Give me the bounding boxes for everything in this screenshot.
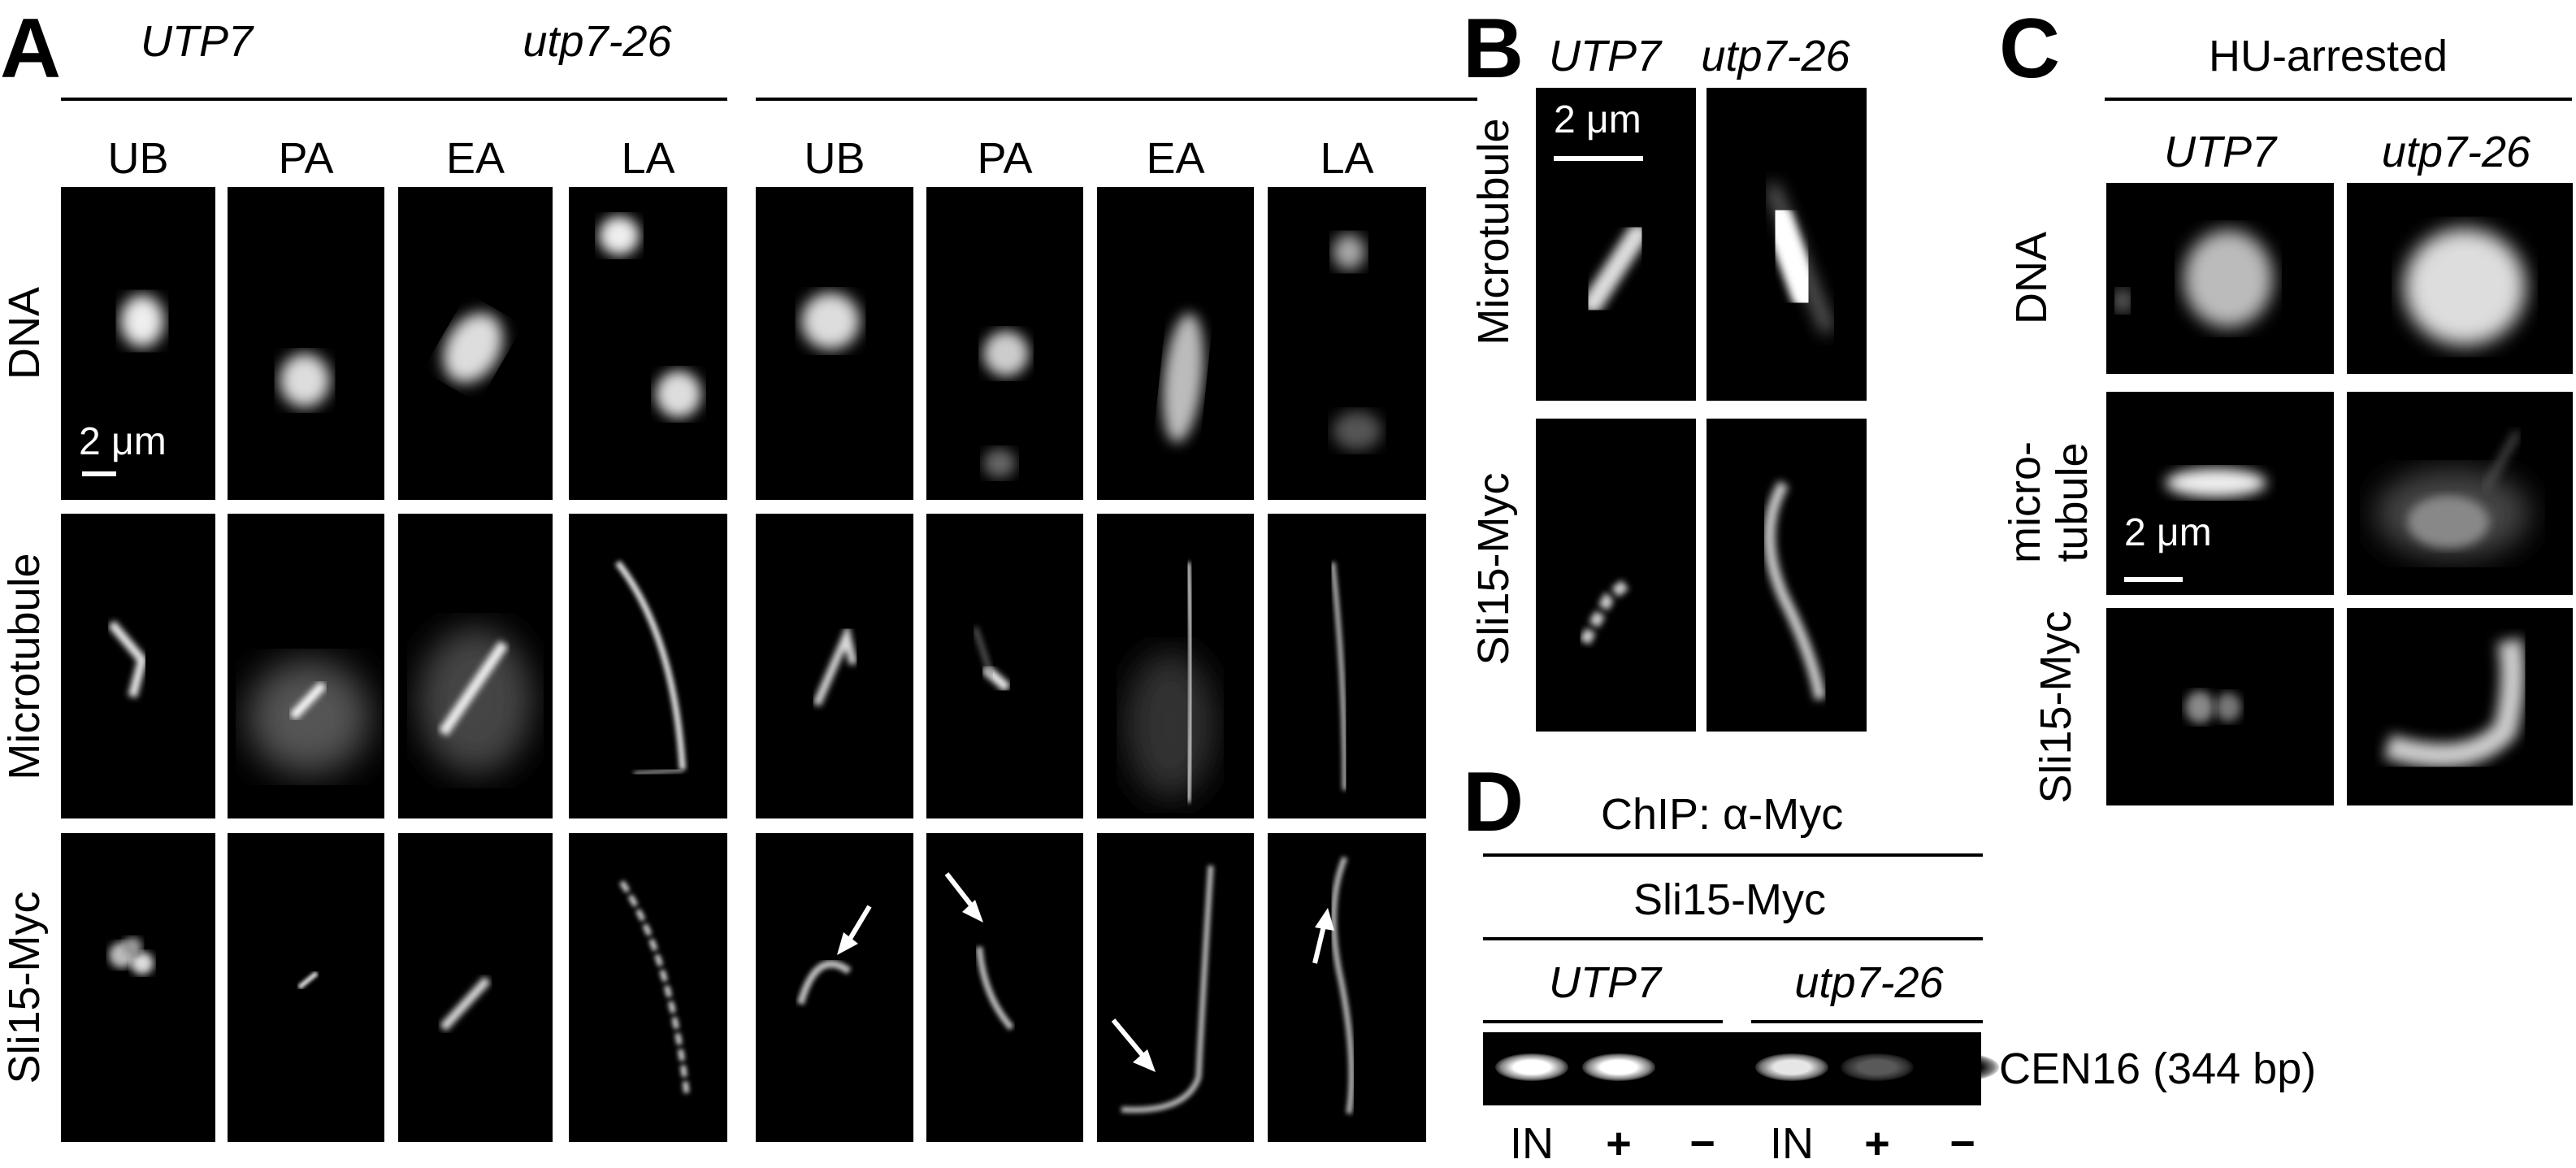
panel-c-label: C — [1999, 2, 2061, 96]
row-label-microtubule: Microtubule — [0, 553, 49, 780]
micrograph-dna-ub-wt: 2 μm — [61, 187, 215, 500]
lane-label-plus-wt: + — [1606, 1119, 1632, 1168]
stage-label-ea-mut: EA — [1146, 134, 1205, 183]
micrograph-microtubule-ea-mut — [1097, 514, 1254, 818]
panel-d-title: ChIP: α-Myc — [1601, 790, 1844, 839]
panel-c-row-label-sli15-myc: Sli15-Myc — [2032, 610, 2080, 804]
gel-band — [1755, 1053, 1828, 1081]
micrograph-sli15-ea-mut — [1097, 833, 1254, 1142]
lane-label-minus-mut: − — [1949, 1119, 1975, 1168]
panel-c-micrograph-microtubule-wt: 2 μm — [2106, 392, 2334, 595]
panel-c-scale-bar — [2124, 577, 2183, 582]
panel-b-label: B — [1463, 2, 1524, 96]
micrograph-dna-ea-wt — [398, 187, 553, 500]
panel-b-micrograph-microtubule-wt: 2 μm — [1536, 88, 1696, 401]
stage-label-la-wt: LA — [621, 134, 675, 183]
panel-c-micrograph-microtubule-mut — [2347, 392, 2573, 595]
panel-c-row-label-dna: DNA — [2007, 231, 2056, 325]
gel-band — [1582, 1053, 1655, 1081]
panel-c-micrograph-dna-mut — [2347, 183, 2573, 374]
micrograph-sli15-la-mut — [1268, 833, 1426, 1142]
micrograph-microtubule-la-wt — [569, 514, 727, 818]
panel-c-title: HU-arrested — [2208, 32, 2448, 80]
panel-a-genotype-mutant: utp7-26 — [523, 17, 672, 66]
micrograph-dna-pa-wt — [228, 187, 384, 500]
micrograph-microtubule-ub-wt — [61, 514, 215, 818]
gel-band-label: CEN16 (344 bp) — [1999, 1044, 2317, 1093]
panel-d-mutant-divider — [1751, 1020, 1983, 1023]
micrograph-microtubule-ub-mut — [756, 514, 913, 818]
micrograph-dna-la-mut — [1268, 187, 1426, 500]
gel-band — [1495, 1053, 1568, 1081]
lane-label-in-mut: IN — [1770, 1119, 1814, 1168]
panel-b-micrograph-microtubule-mut — [1706, 88, 1867, 401]
lane-label-in-wt: IN — [1510, 1119, 1554, 1168]
gel-image — [1483, 1032, 1999, 1105]
lane-label-minus-wt: − — [1689, 1119, 1715, 1168]
panel-c-row-label-tubule: tubule — [2048, 442, 2097, 562]
micrograph-microtubule-ea-wt — [398, 514, 553, 818]
micrograph-dna-ea-mut — [1097, 187, 1254, 500]
panel-b-micrograph-sli15-mut — [1706, 419, 1867, 732]
panel-c-divider — [2105, 98, 2572, 101]
panel-a-genotype-wt: UTP7 — [140, 17, 254, 66]
micrograph-microtubule-la-mut — [1268, 514, 1426, 818]
panel-c-micrograph-sli15-mut — [2347, 608, 2573, 805]
panel-a-wt-divider — [61, 98, 727, 101]
panel-d-label: D — [1463, 755, 1524, 849]
panel-a-mutant-divider — [756, 98, 1477, 101]
panel-d-divider-2 — [1483, 937, 1983, 940]
micrograph-sli15-ub-mut — [756, 833, 913, 1142]
panel-c-scale-text: 2 μm — [2124, 511, 2212, 554]
panel-b-row-label-sli15-myc: Sli15-Myc — [1469, 472, 1518, 666]
stage-label-ub-mut: UB — [804, 134, 865, 183]
panel-c-micrograph-sli15-wt — [2106, 608, 2334, 805]
stage-label-ea-wt: EA — [445, 134, 505, 183]
panel-a-scale-bar — [82, 471, 116, 476]
micrograph-dna-pa-mut — [926, 187, 1083, 500]
lane-label-plus-mut: + — [1864, 1119, 1890, 1168]
stage-label-pa-wt: PA — [278, 134, 334, 183]
row-label-sli15-myc: Sli15-Myc — [0, 891, 49, 1084]
panel-a-scale-text: 2 μm — [79, 420, 167, 463]
panel-b-scale-text: 2 μm — [1554, 98, 1641, 141]
panel-d-divider-1 — [1483, 853, 1983, 857]
micrograph-sli15-ea-wt — [398, 833, 553, 1142]
micrograph-sli15-pa-mut — [926, 833, 1083, 1142]
panel-b-genotype-mutant: utp7-26 — [1701, 32, 1850, 80]
stage-label-ub-wt: UB — [107, 134, 169, 183]
panel-c-genotype-mutant: utp7-26 — [2381, 128, 2531, 176]
micrograph-sli15-ub-wt — [61, 833, 215, 1142]
stage-label-pa-mut: PA — [977, 134, 1033, 183]
panel-a-label: A — [0, 2, 62, 96]
row-label-dna: DNA — [0, 286, 49, 380]
panel-b-scale-bar — [1554, 156, 1643, 161]
panel-d-genotype-wt: UTP7 — [1548, 958, 1662, 1007]
micrograph-sli15-la-wt — [569, 833, 727, 1142]
stage-label-la-mut: LA — [1320, 134, 1374, 183]
micrograph-microtubule-pa-mut — [926, 514, 1083, 818]
panel-d-wt-divider — [1483, 1020, 1723, 1023]
micrograph-dna-la-wt — [569, 187, 727, 500]
gel-band — [1926, 1053, 1999, 1081]
micrograph-dna-ub-mut — [756, 187, 913, 500]
micrograph-microtubule-pa-wt — [228, 514, 384, 818]
gel-band — [1841, 1053, 1914, 1081]
micrograph-sli15-pa-wt — [228, 833, 384, 1142]
panel-d-subtitle: Sli15-Myc — [1633, 875, 1827, 924]
panel-c-micrograph-dna-wt — [2106, 183, 2334, 374]
panel-d-genotype-mutant: utp7-26 — [1794, 958, 1944, 1007]
panel-b-micrograph-sli15-wt — [1536, 419, 1696, 732]
panel-b-row-label-microtubule: Microtubule — [1469, 118, 1518, 345]
panel-c-genotype-wt: UTP7 — [2163, 128, 2277, 176]
panel-b-genotype-wt: UTP7 — [1548, 32, 1662, 80]
gel-band — [1666, 1053, 1739, 1081]
panel-c-row-label-micro: micro- — [2001, 441, 2049, 563]
